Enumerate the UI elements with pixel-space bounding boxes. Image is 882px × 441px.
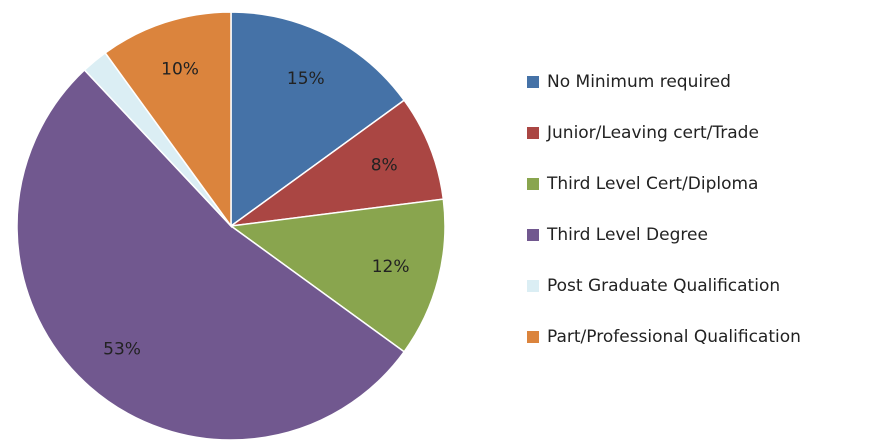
pie-slice [229,198,446,353]
legend-label: Junior/Leaving cert/Trade [546,123,759,143]
legend-swatch [527,76,539,88]
legend-label: No Minimum required [547,72,731,92]
pie-slice [16,68,406,441]
legend-label: Post Graduate Qualification [547,276,780,296]
legend-swatch [527,127,539,139]
legend-label: Third Level Cert/Diploma [546,174,758,194]
legend-swatch [527,280,539,292]
pie-slice [104,11,232,229]
data-label: 15% [287,69,325,89]
data-label: 12% [372,257,410,277]
legend-swatch [527,178,539,190]
data-label: 8% [371,155,398,175]
legend-swatch [527,331,539,343]
pie-slice [230,11,406,228]
legend-swatch [527,229,539,241]
legend-label: Third Level Degree [546,225,708,245]
legend-label: Part/Professional Qualification [547,327,801,347]
data-label: 10% [161,59,199,79]
data-label: 53% [103,340,141,360]
pie-slice [230,99,445,227]
